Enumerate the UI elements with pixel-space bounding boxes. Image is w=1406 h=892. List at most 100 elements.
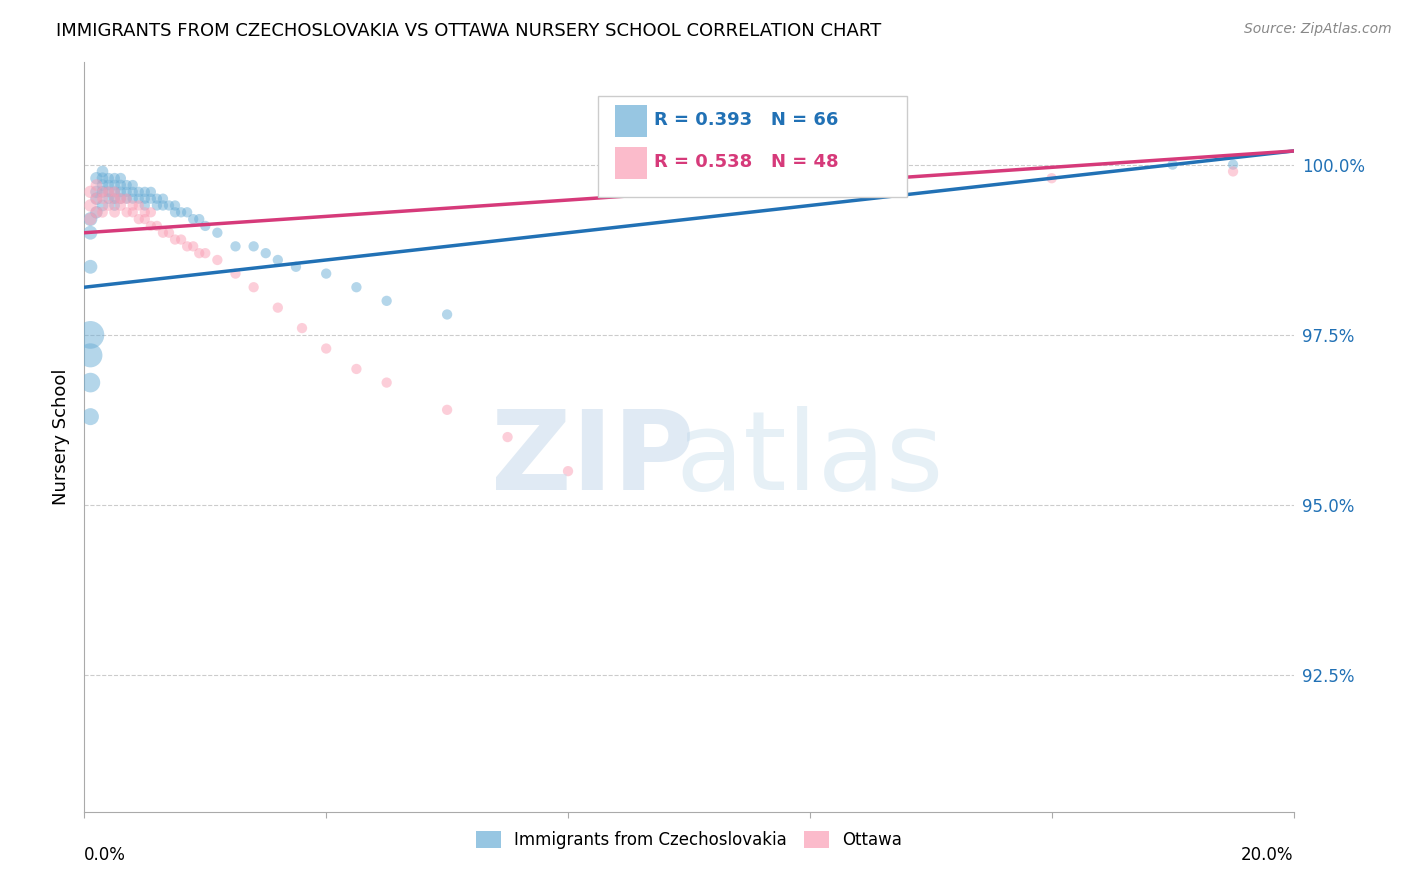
Point bbox=[291, 321, 314, 335]
Point bbox=[115, 185, 138, 199]
Point bbox=[115, 178, 138, 192]
Point bbox=[91, 171, 114, 186]
Point bbox=[146, 219, 169, 233]
Point bbox=[375, 376, 398, 390]
Point bbox=[79, 185, 101, 199]
Text: Source: ZipAtlas.com: Source: ZipAtlas.com bbox=[1244, 22, 1392, 37]
Point bbox=[170, 205, 193, 219]
Point bbox=[194, 246, 217, 260]
Point bbox=[91, 164, 114, 178]
Point bbox=[165, 205, 187, 219]
Point bbox=[188, 246, 211, 260]
Point bbox=[181, 239, 204, 253]
Point bbox=[91, 185, 114, 199]
Text: atlas: atlas bbox=[676, 406, 943, 513]
Point bbox=[134, 212, 156, 227]
Point bbox=[496, 430, 519, 444]
Point bbox=[86, 185, 108, 199]
Point bbox=[436, 308, 458, 322]
Point bbox=[86, 192, 108, 206]
Point bbox=[134, 205, 156, 219]
Point bbox=[97, 171, 120, 186]
Text: IMMIGRANTS FROM CZECHOSLOVAKIA VS OTTAWA NURSERY SCHOOL CORRELATION CHART: IMMIGRANTS FROM CZECHOSLOVAKIA VS OTTAWA… bbox=[56, 22, 882, 40]
Point bbox=[242, 280, 264, 294]
Legend: Immigrants from Czechoslovakia, Ottawa: Immigrants from Czechoslovakia, Ottawa bbox=[470, 824, 908, 855]
Point bbox=[91, 178, 114, 192]
Point bbox=[104, 171, 127, 186]
Point bbox=[104, 192, 127, 206]
Point bbox=[115, 192, 138, 206]
Point bbox=[1161, 158, 1184, 172]
Point bbox=[346, 280, 368, 294]
Point bbox=[115, 192, 138, 206]
Point bbox=[104, 198, 127, 212]
Point bbox=[285, 260, 308, 274]
Point bbox=[1040, 171, 1063, 186]
Point bbox=[207, 252, 229, 267]
Point bbox=[1222, 164, 1244, 178]
FancyBboxPatch shape bbox=[599, 96, 907, 197]
Point bbox=[176, 239, 198, 253]
Point bbox=[104, 205, 127, 219]
Point bbox=[225, 267, 247, 281]
Point bbox=[315, 267, 337, 281]
Point bbox=[225, 239, 247, 253]
Point bbox=[97, 185, 120, 199]
Point bbox=[104, 185, 127, 199]
Point bbox=[165, 233, 187, 247]
Point bbox=[86, 192, 108, 206]
Point bbox=[121, 198, 143, 212]
Point bbox=[79, 226, 101, 240]
Point bbox=[79, 212, 101, 227]
Point bbox=[128, 192, 150, 206]
Point bbox=[97, 185, 120, 199]
Point bbox=[115, 205, 138, 219]
Point bbox=[134, 185, 156, 199]
Point bbox=[146, 198, 169, 212]
Point bbox=[194, 219, 217, 233]
Point bbox=[170, 233, 193, 247]
Point bbox=[139, 192, 162, 206]
Point bbox=[104, 192, 127, 206]
Point bbox=[91, 185, 114, 199]
Point bbox=[104, 178, 127, 192]
Point bbox=[79, 409, 101, 424]
Point bbox=[375, 293, 398, 308]
Point bbox=[86, 171, 108, 186]
Point bbox=[254, 246, 277, 260]
Point bbox=[134, 198, 156, 212]
Point bbox=[207, 226, 229, 240]
Text: 20.0%: 20.0% bbox=[1241, 846, 1294, 863]
Point bbox=[139, 205, 162, 219]
Point bbox=[79, 348, 101, 362]
Point bbox=[121, 192, 143, 206]
Point bbox=[97, 178, 120, 192]
Point bbox=[104, 185, 127, 199]
Point bbox=[436, 402, 458, 417]
Point bbox=[176, 205, 198, 219]
Point bbox=[188, 212, 211, 227]
Point bbox=[110, 192, 132, 206]
Point bbox=[557, 464, 579, 478]
Text: ZIP: ZIP bbox=[491, 406, 695, 513]
Point bbox=[242, 239, 264, 253]
Point bbox=[146, 192, 169, 206]
Text: R = 0.393   N = 66: R = 0.393 N = 66 bbox=[654, 112, 838, 129]
Point bbox=[152, 192, 174, 206]
Point bbox=[267, 252, 290, 267]
Point bbox=[152, 198, 174, 212]
Point bbox=[110, 185, 132, 199]
Point bbox=[86, 205, 108, 219]
FancyBboxPatch shape bbox=[616, 105, 647, 136]
Point bbox=[139, 185, 162, 199]
Point bbox=[121, 178, 143, 192]
Point bbox=[267, 301, 290, 315]
Point bbox=[157, 198, 180, 212]
Point bbox=[110, 178, 132, 192]
Point bbox=[1222, 158, 1244, 172]
Point bbox=[86, 205, 108, 219]
FancyBboxPatch shape bbox=[616, 147, 647, 178]
Point bbox=[315, 342, 337, 356]
Point bbox=[157, 226, 180, 240]
Point bbox=[165, 198, 187, 212]
